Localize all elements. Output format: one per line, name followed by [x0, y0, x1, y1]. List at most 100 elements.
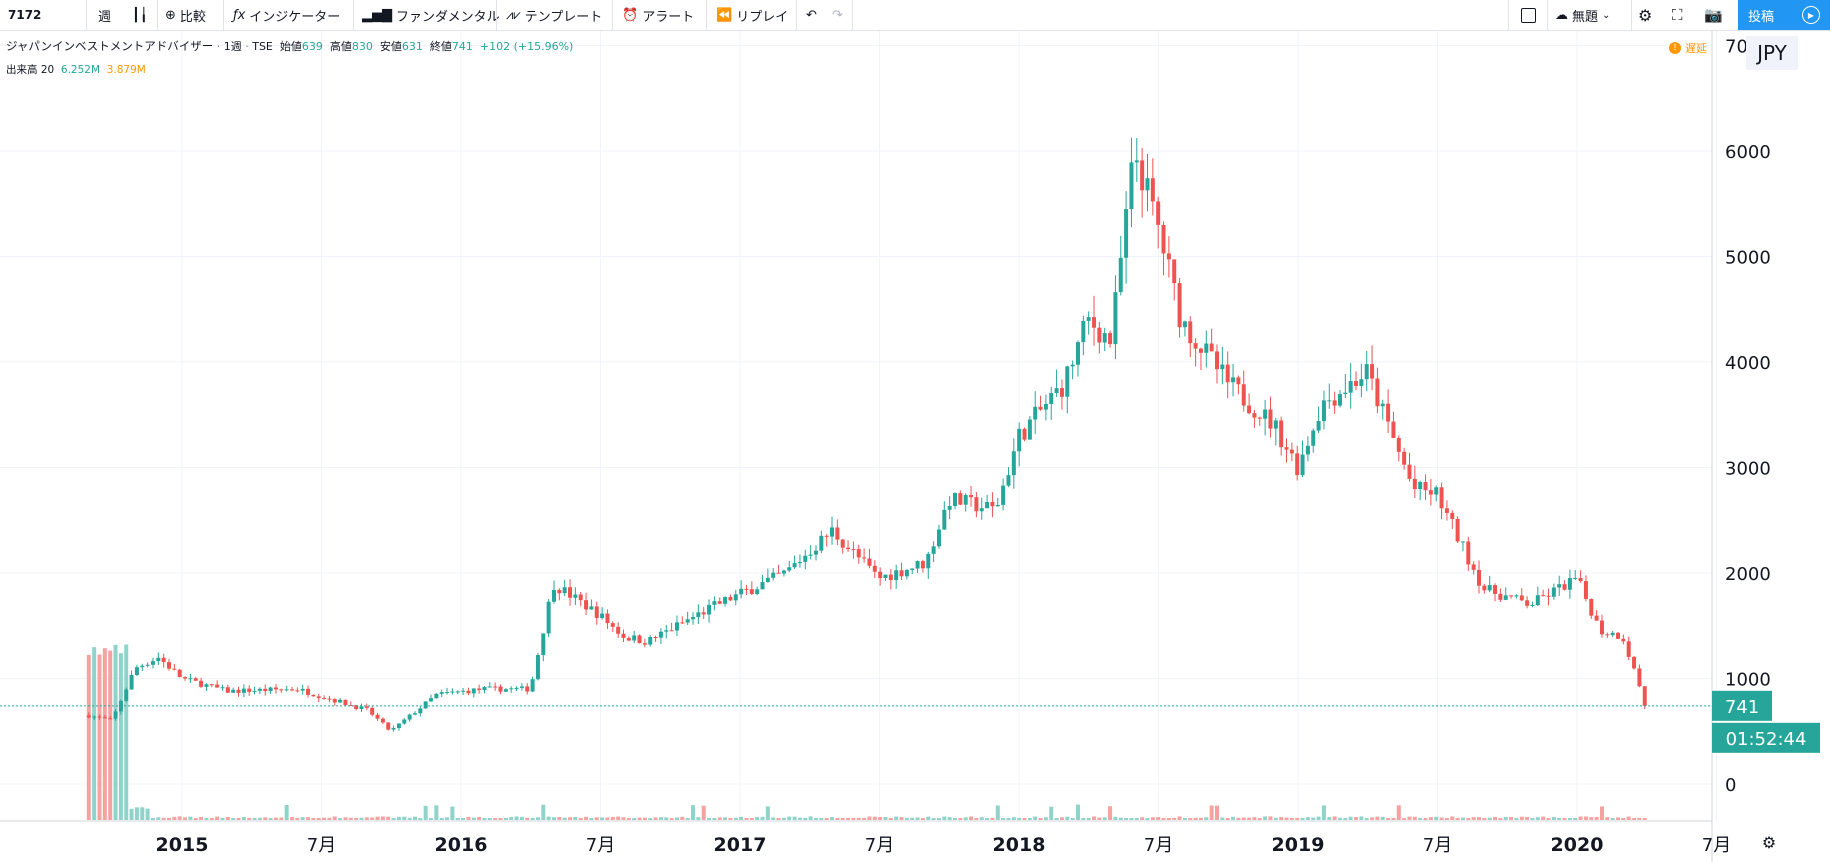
- volume-legend: 出来高 20 6.252M 3.879M: [6, 62, 146, 77]
- volume-bar: [1637, 817, 1642, 820]
- candle-body: [1156, 201, 1161, 225]
- candle-body: [1396, 437, 1401, 452]
- candle-body: [220, 687, 225, 689]
- candle-body: [172, 668, 177, 670]
- volume-bar: [1359, 816, 1364, 820]
- candle-body: [1493, 585, 1498, 594]
- candle-body: [1562, 584, 1567, 590]
- layout-square-icon[interactable]: [1521, 7, 1536, 23]
- indicators-button[interactable]: ƒx インジケーター: [233, 0, 340, 30]
- candle-body: [963, 495, 968, 505]
- candle-body: [584, 600, 589, 610]
- volume-bar: [461, 818, 466, 820]
- volume-bar: [947, 817, 952, 820]
- undo-icon[interactable]: ↶: [806, 7, 817, 23]
- candle-body: [546, 601, 551, 634]
- candle-body: [830, 527, 835, 537]
- volume-bar: [220, 818, 225, 820]
- top-toolbar: 7172 週 ┃╽ ⊕ 比較 ƒx インジケーター ▂▅▇ ファンダメンタル ⩘⩗ テン…: [0, 0, 1830, 31]
- templates-icon: ⩘⩗: [506, 7, 521, 23]
- candle-body: [760, 582, 765, 590]
- candle-body: [322, 698, 327, 700]
- low-label: 安値: [379, 40, 402, 53]
- interval-button[interactable]: 週: [98, 0, 111, 30]
- volume-bar: [1444, 818, 1449, 820]
- volume-bar: [1113, 816, 1118, 820]
- settings-gear-icon[interactable]: ⚙: [1762, 833, 1776, 852]
- volume-bar: [439, 818, 444, 820]
- volume-bar: [300, 817, 305, 820]
- symbol-search[interactable]: 7172: [8, 8, 42, 22]
- fullscreen-icon[interactable]: ⛶: [1672, 6, 1683, 24]
- candle-body: [1364, 364, 1369, 380]
- volume-bar: [707, 818, 712, 820]
- candle-body: [936, 529, 941, 547]
- candle-body: [418, 708, 423, 714]
- volume-bar: [429, 818, 434, 820]
- alert-button[interactable]: ⏰ アラート: [622, 0, 694, 30]
- candle-body: [1642, 686, 1647, 706]
- candle-body: [1263, 409, 1268, 419]
- volume-bar: [92, 647, 97, 820]
- symbol-name[interactable]: ジャパンインベストメントアドバイザー: [6, 39, 214, 53]
- gear-icon[interactable]: ⚙: [1638, 5, 1653, 25]
- replay-button[interactable]: ⏪ リプレイ: [716, 0, 788, 30]
- compare-button[interactable]: ⊕ 比較: [165, 0, 206, 30]
- redo-icon[interactable]: ↷: [832, 7, 843, 23]
- volume-bar: [1583, 816, 1588, 820]
- candle-body: [808, 554, 813, 556]
- volume-bar: [1535, 817, 1540, 820]
- volume-bar: [1525, 816, 1530, 820]
- candle-body: [1177, 283, 1182, 328]
- candle-body: [343, 699, 348, 706]
- volume-bar: [332, 816, 337, 820]
- volume-bar: [177, 816, 182, 820]
- volume-bar: [263, 817, 268, 820]
- candle-body: [648, 637, 653, 645]
- candle-body: [289, 689, 294, 691]
- candle-body: [1567, 577, 1572, 590]
- time-tick-label: 7月: [865, 835, 894, 856]
- candle-body: [733, 594, 738, 601]
- camera-icon[interactable]: 📷: [1704, 6, 1723, 24]
- candle-body: [1022, 428, 1027, 440]
- volume-bar: [498, 818, 503, 820]
- candle-body: [1204, 343, 1209, 353]
- price-axis[interactable]: 70006000500040003000200010000: [1725, 37, 1771, 797]
- candle-body: [471, 688, 476, 694]
- candle-body: [1043, 403, 1048, 410]
- candle-body: [1038, 406, 1043, 410]
- candle-body: [509, 688, 514, 690]
- candle-body: [1295, 453, 1300, 476]
- post-button[interactable]: 投稿 ▶: [1738, 0, 1830, 30]
- candle-body: [642, 643, 647, 645]
- volume-bar: [1551, 816, 1556, 820]
- candle-body: [231, 689, 236, 693]
- candle-body: [364, 706, 369, 708]
- volume-bar: [642, 817, 647, 820]
- candle-body: [161, 657, 166, 663]
- delayed-data-badge[interactable]: ! 遅延: [1669, 40, 1707, 56]
- candle-body: [894, 570, 899, 581]
- candlesticks: [86, 137, 1647, 732]
- candle-body: [792, 563, 797, 568]
- candle-body: [1247, 405, 1252, 414]
- candle-body: [1530, 605, 1535, 607]
- volume-bar: [1503, 817, 1508, 820]
- volume-bar: [1268, 816, 1273, 820]
- layout-name-button[interactable]: ☁ 無題 ⌄: [1555, 0, 1610, 30]
- candle-body: [466, 690, 471, 694]
- templates-button[interactable]: ⩘⩗ テンプレート: [506, 0, 602, 30]
- chart-type-button[interactable]: ┃╽: [132, 0, 148, 30]
- time-tick-label: 2016: [435, 834, 488, 856]
- candle-body: [1284, 447, 1289, 450]
- volume-bar: [503, 818, 508, 820]
- low-value: 631: [401, 40, 423, 53]
- candle-body: [1482, 585, 1487, 591]
- candle-body: [1439, 487, 1444, 509]
- fundamentals-button[interactable]: ▂▅▇ ファンダメンタル: [362, 0, 500, 30]
- time-axis[interactable]: 2015 7月 2016 7月 2017 7月 2018 7月 2019 7月 2020 7月: [156, 834, 1732, 856]
- candle-body: [1605, 634, 1610, 636]
- candle-body: [888, 574, 893, 581]
